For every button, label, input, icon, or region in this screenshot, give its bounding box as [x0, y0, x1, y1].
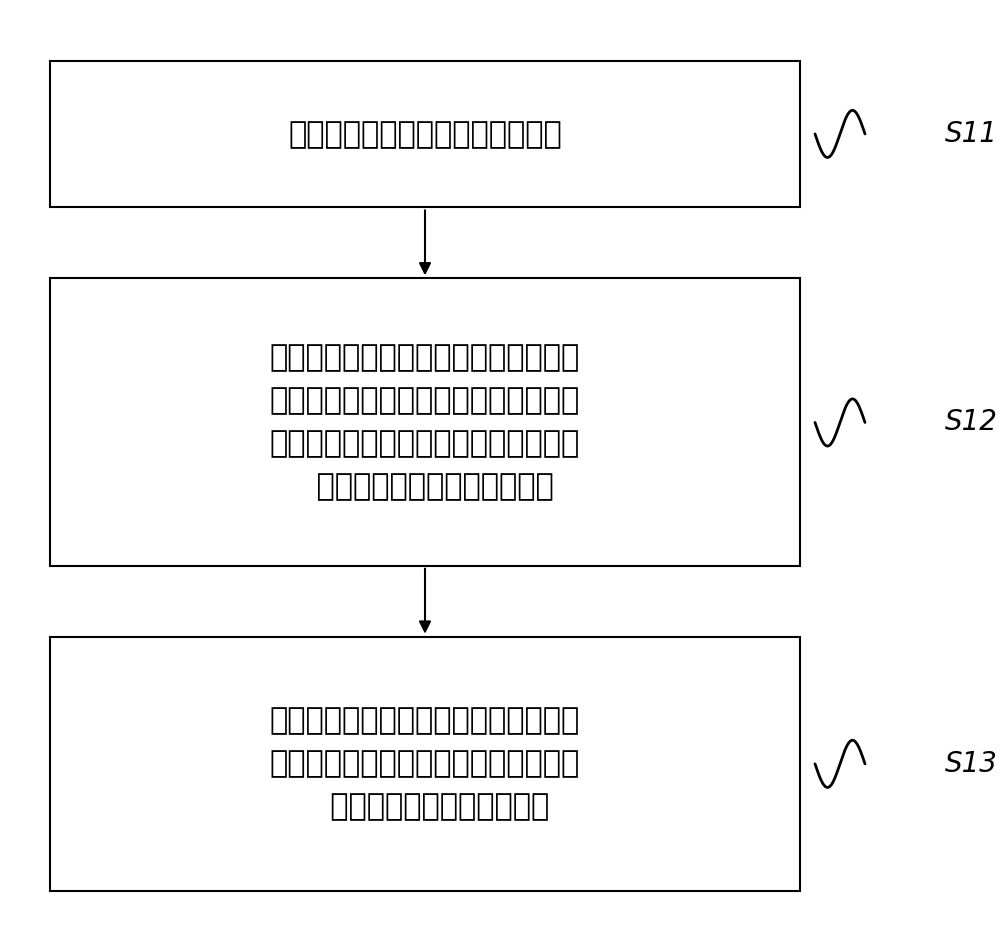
Text: 通过处于所述指纹识别模式的所述至少
一个显示像素单元感应位于所述指纹采
   集区域内的手指的指纹信息: 通过处于所述指纹识别模式的所述至少 一个显示像素单元感应位于所述指纹采 集区域内… — [270, 706, 580, 821]
Bar — [50, 278, 800, 566]
Text: S11: S11 — [945, 120, 998, 148]
Text: 基于所述控制指令，控制显示屏中与指
纹采集区域对应的至少一个显示像素单
元处于指纹识别模式；所述指纹采集区
  域为所述显示屏上的部分区域: 基于所述控制指令，控制显示屏中与指 纹采集区域对应的至少一个显示像素单 元处于指… — [270, 343, 580, 501]
Text: 获得用于指示采集指纹的控制指令: 获得用于指示采集指纹的控制指令 — [288, 120, 562, 149]
Text: S13: S13 — [945, 750, 998, 778]
Bar — [50, 61, 800, 207]
Bar — [50, 637, 800, 891]
Text: S12: S12 — [945, 408, 998, 437]
